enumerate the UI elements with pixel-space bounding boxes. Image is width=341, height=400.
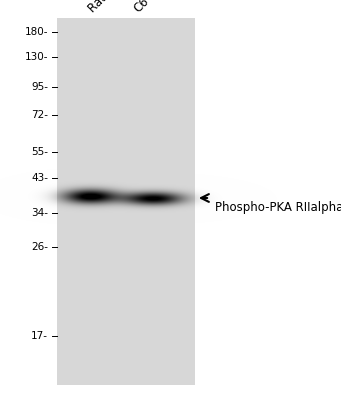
Text: 55-: 55- xyxy=(31,147,48,157)
Text: 72-: 72- xyxy=(31,110,48,120)
Text: 43-: 43- xyxy=(31,173,48,183)
Text: 34-: 34- xyxy=(31,208,48,218)
Text: Phospho-PKA RIIalpha  (Ser99): Phospho-PKA RIIalpha (Ser99) xyxy=(215,202,341,214)
Text: Rat Brain: Rat Brain xyxy=(86,0,134,15)
Bar xyxy=(57,18,195,385)
Text: 180-: 180- xyxy=(25,27,48,37)
Text: 17-: 17- xyxy=(31,331,48,341)
Text: 130-: 130- xyxy=(25,52,48,62)
Text: 26-: 26- xyxy=(31,242,48,252)
Text: C6: C6 xyxy=(131,0,151,15)
Text: 95-: 95- xyxy=(31,82,48,92)
